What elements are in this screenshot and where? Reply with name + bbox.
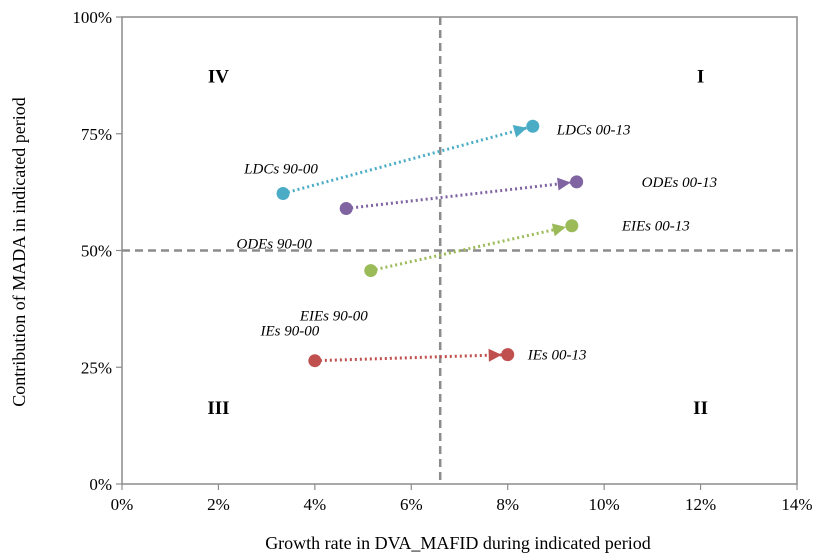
- x-tick-label: 10%: [589, 495, 620, 514]
- trajectory-line: [314, 353, 508, 363]
- quadrant-label: IV: [208, 66, 229, 87]
- trajectory-line: [282, 124, 534, 195]
- x-tick-label: 6%: [400, 495, 423, 514]
- y-axis-title: Contribution of MADA in indicated period: [9, 97, 29, 406]
- x-tick-label: 8%: [496, 495, 519, 514]
- end-point-marker: [570, 175, 584, 189]
- end-point-label: ODEs 00-13: [642, 175, 717, 191]
- x-tick-label: 12%: [685, 495, 716, 514]
- y-tick-label: 50%: [81, 242, 112, 261]
- end-point-marker: [526, 119, 540, 133]
- start-point-label: EIEs 90-00: [299, 309, 368, 325]
- quadrant-label: I: [697, 66, 704, 87]
- plot-area: 0% 2% 4% 6% 8% 10% 12% 14%0%25%50%75%100%IV IIII…: [72, 8, 812, 514]
- arrow-head: [488, 348, 502, 362]
- quadrant-label: II: [693, 398, 708, 419]
- start-point-marker: [276, 187, 290, 201]
- x-tick-label: 14%: [781, 495, 812, 514]
- start-point-label: LDCs 90-00: [243, 162, 318, 178]
- arrow-head: [551, 223, 566, 237]
- end-point-marker: [565, 219, 579, 233]
- start-point-label: IEs 90-00: [259, 324, 319, 340]
- x-tick-label: 4%: [304, 495, 327, 514]
- start-point-label: ODEs 90-00: [236, 236, 312, 252]
- trajectory-line: [370, 224, 573, 273]
- arrow-head: [512, 124, 527, 138]
- end-point-label: EIEs 00-13: [621, 219, 690, 235]
- quadrant-label: III: [207, 398, 229, 419]
- x-axis-title: Growth rate in DVA_MAFID during indicate…: [265, 533, 651, 553]
- y-tick-label: 100%: [72, 8, 112, 27]
- start-point-marker: [339, 201, 353, 215]
- end-point-label: LDCs 00-13: [556, 122, 631, 138]
- start-point-marker: [364, 264, 378, 278]
- arrow-head: [557, 177, 571, 191]
- x-tick-label: 0%: [111, 495, 134, 514]
- trajectory-line: [346, 180, 577, 210]
- x-tick-label: 2%: [207, 495, 230, 514]
- y-tick-label: 0%: [89, 475, 112, 494]
- start-point-marker: [308, 354, 322, 368]
- end-point-label: IEs 00-13: [527, 348, 587, 364]
- end-point-marker: [501, 348, 515, 362]
- y-tick-label: 75%: [81, 125, 112, 144]
- y-tick-label: 25%: [81, 358, 112, 377]
